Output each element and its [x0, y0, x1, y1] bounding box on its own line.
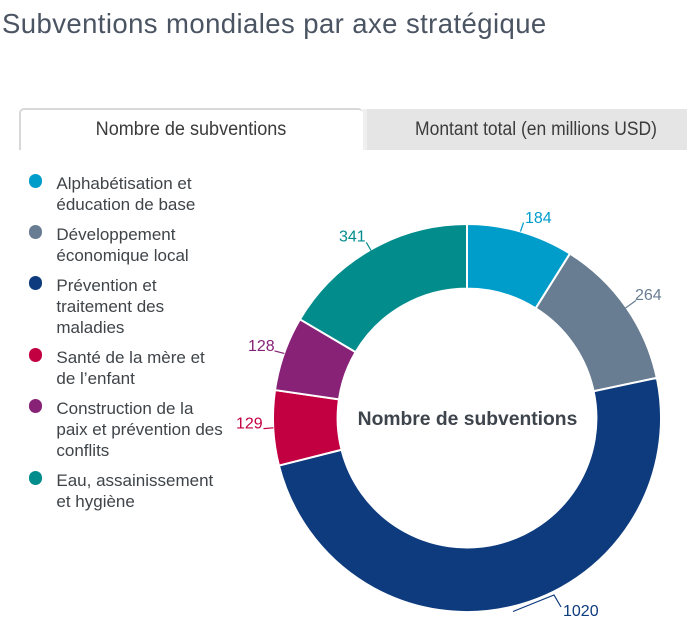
svg-text:341: 341 — [339, 229, 366, 246]
svg-text:Nombre de subventions: Nombre de subventions — [358, 409, 578, 430]
svg-text:128: 128 — [248, 338, 275, 355]
svg-text:1020: 1020 — [563, 603, 599, 620]
svg-text:184: 184 — [525, 210, 552, 227]
svg-text:264: 264 — [635, 287, 662, 304]
svg-text:129: 129 — [236, 416, 263, 433]
